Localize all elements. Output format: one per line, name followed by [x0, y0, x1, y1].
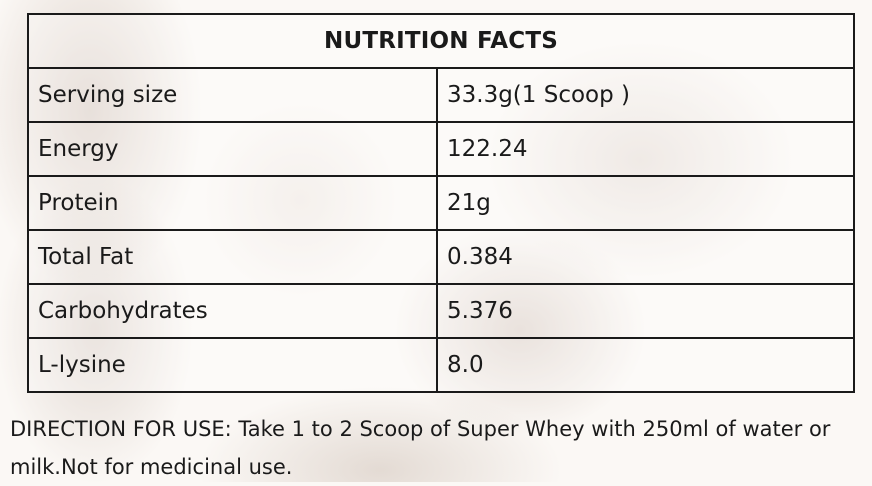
row-label: Energy — [27, 121, 438, 177]
table-title: NUTRITION FACTS — [26, 13, 856, 69]
row-label: L-lysine — [27, 337, 438, 393]
table-row-serving-size: Serving size 33.3g(1 Scoop ) — [27, 67, 856, 123]
nutrition-facts-table: NUTRITION FACTS Serving size 33.3g(1 Sco… — [26, 13, 856, 393]
nutrition-facts-panel: NUTRITION FACTS Serving size 33.3g(1 Sco… — [26, 13, 856, 393]
row-value: 8.0 — [435, 337, 856, 393]
row-label: Carbohydrates — [27, 283, 438, 339]
table-row-total-fat: Total Fat 0.384 — [27, 229, 856, 285]
row-label: Protein — [27, 175, 438, 231]
row-value: 5.376 — [435, 283, 856, 339]
row-value: 33.3g(1 Scoop ) — [435, 67, 856, 123]
row-label: Serving size — [27, 67, 438, 123]
row-label: Total Fat — [27, 229, 438, 285]
row-value: 21g — [435, 175, 856, 231]
table-header-row: NUTRITION FACTS — [26, 13, 856, 69]
table-row-protein: Protein 21g — [27, 175, 856, 231]
directions-for-use-text: DIRECTION FOR USE: Take 1 to 2 Scoop of … — [10, 417, 831, 479]
row-value: 122.24 — [435, 121, 856, 177]
table-row-energy: Energy 122.24 — [27, 121, 856, 177]
row-value: 0.384 — [435, 229, 856, 285]
table-row-carbohydrates: Carbohydrates 5.376 — [27, 283, 856, 339]
table-row-l-lysine: L-lysine 8.0 — [27, 337, 856, 393]
